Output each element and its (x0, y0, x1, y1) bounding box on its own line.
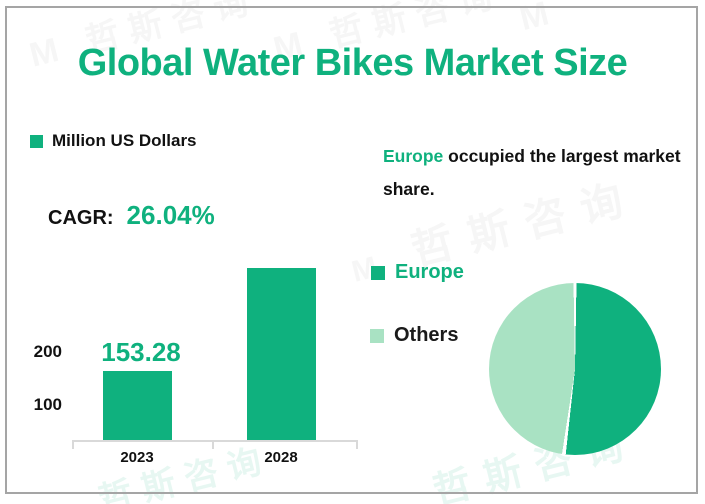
unit-legend-swatch-icon (30, 134, 43, 148)
unit-legend-label: Million US Dollars (52, 131, 197, 150)
bar-2023 (103, 371, 172, 441)
x-axis-line (72, 440, 358, 442)
bar-2028 (247, 268, 316, 441)
x-axis-label-2023: 2023 (120, 449, 154, 466)
europe-legend-label: Europe (395, 261, 464, 283)
x-axis-tick (212, 440, 214, 449)
watermark: 哲斯咨询 (94, 440, 275, 504)
y-axis-tick-100: 100 (33, 395, 62, 414)
watermark: M (515, 0, 563, 39)
cagr-label: CAGR: (48, 207, 114, 229)
pie-chart (489, 283, 661, 455)
headline-highlight: Europe (383, 146, 444, 166)
others-legend-label: Others (394, 324, 459, 346)
cagr-value: 26.04% (126, 200, 215, 230)
others-legend-swatch-icon (370, 328, 384, 343)
page-title: Global Water Bikes Market Size (77, 42, 628, 84)
x-axis-tick (356, 440, 358, 449)
x-axis-tick (72, 440, 74, 449)
cagr-callout: CAGR: 26.04% (48, 200, 215, 231)
unit-legend: Million US Dollars (30, 131, 197, 151)
legend-item-others: Others (370, 324, 458, 347)
x-axis-label-2028: 2028 (264, 449, 298, 466)
headline-rest: occupied the largest market share. (383, 146, 681, 199)
bar-data-label-2023: 153.28 (101, 337, 181, 367)
headline-text: Europe occupied the largest market share… (383, 140, 685, 206)
legend-item-europe: Europe (371, 261, 464, 284)
europe-legend-swatch-icon (371, 265, 385, 280)
y-axis-tick-200: 200 (33, 342, 62, 361)
